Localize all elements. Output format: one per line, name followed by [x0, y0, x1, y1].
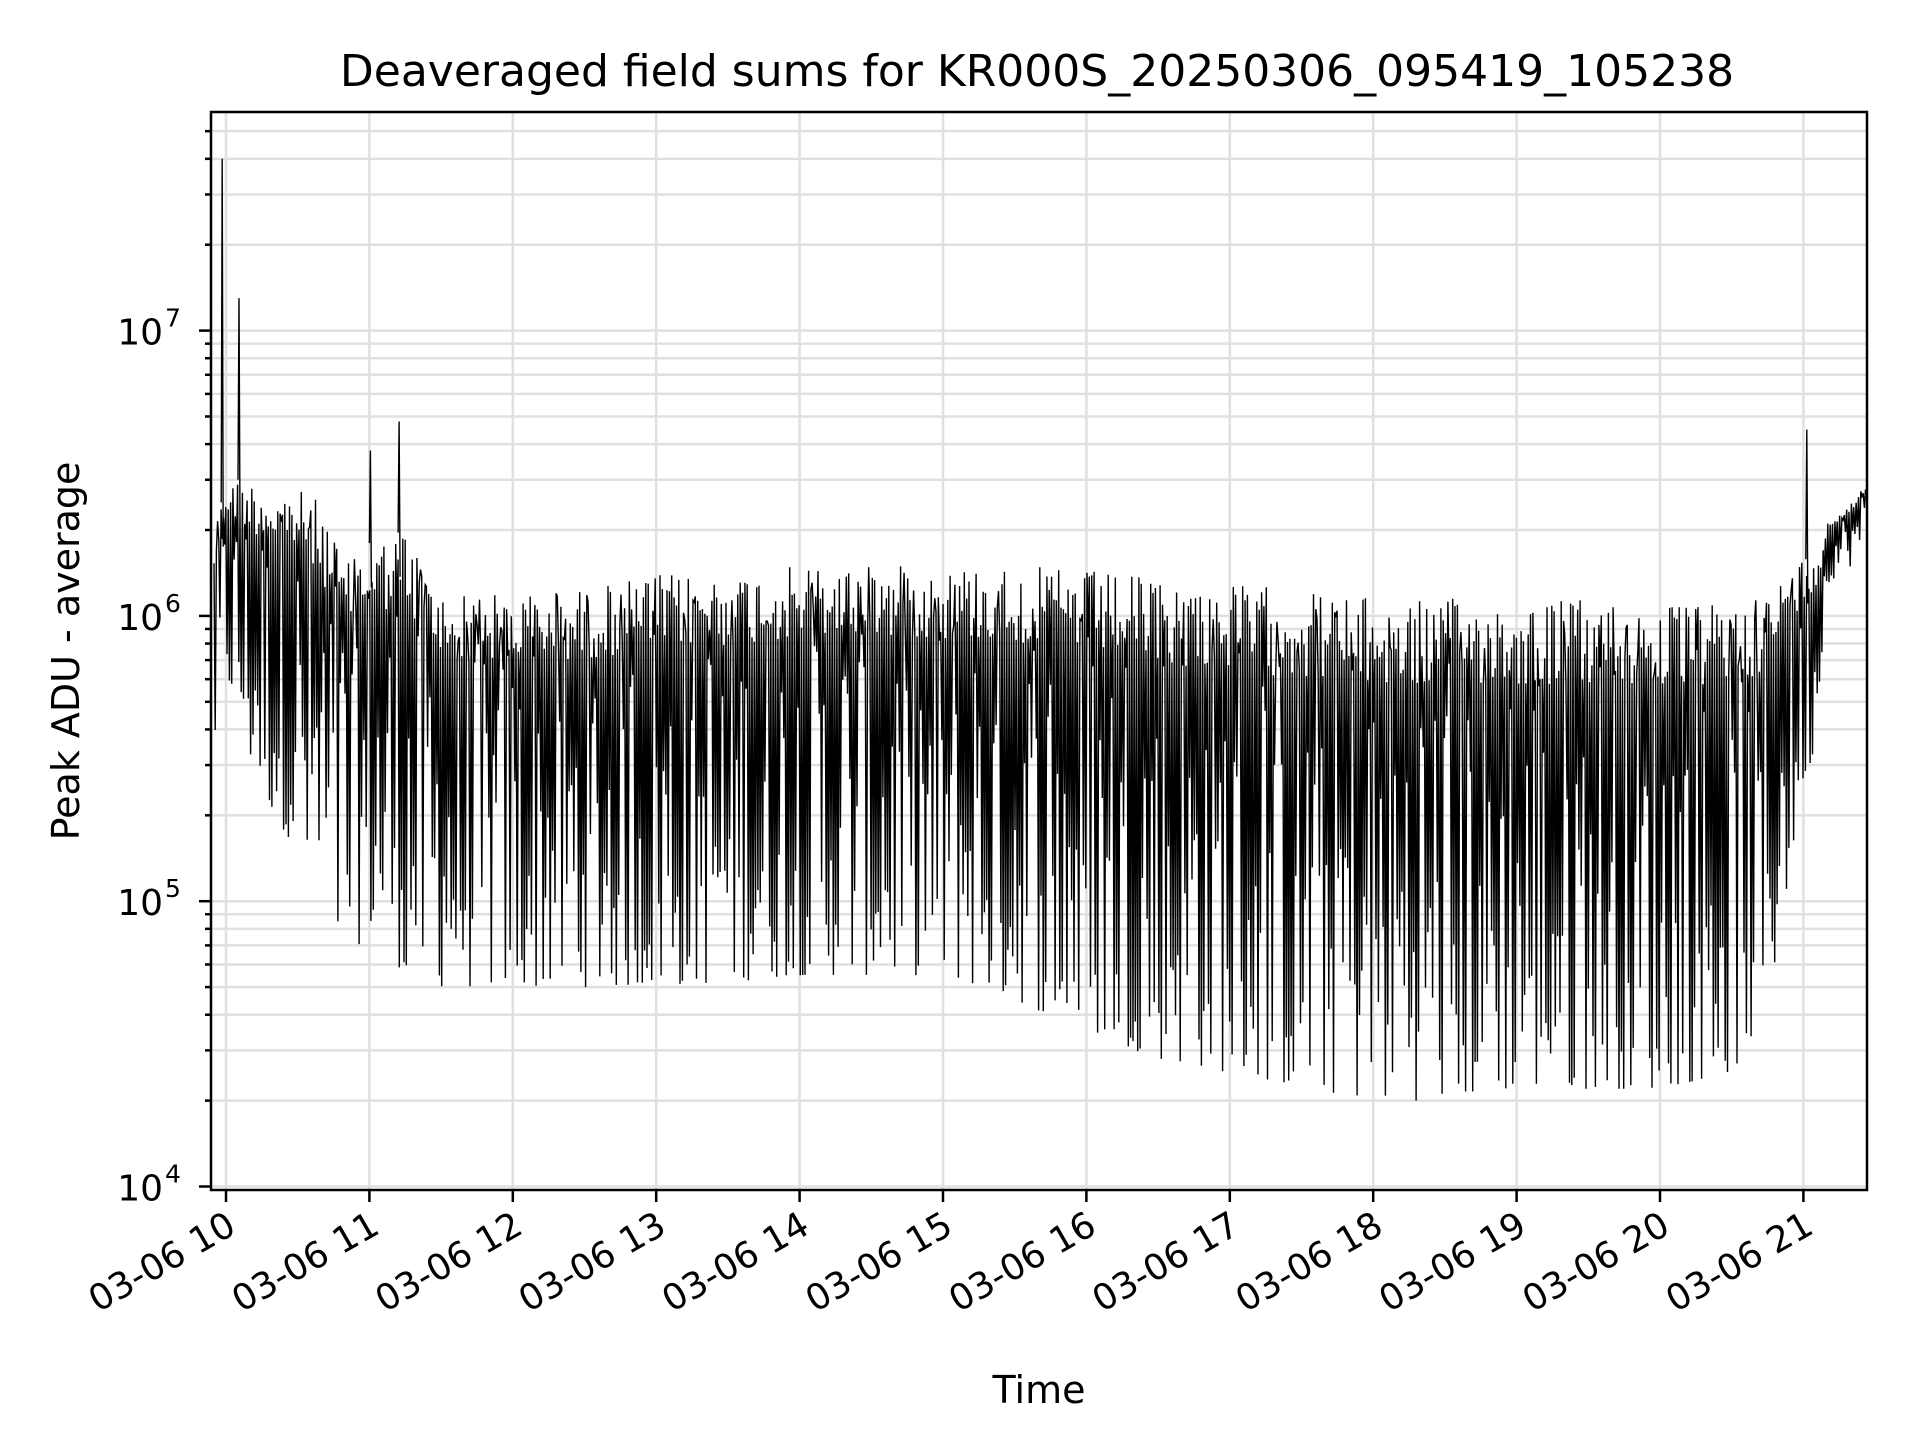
- x-tick-label: 03-06 16: [942, 1204, 1103, 1320]
- y-tick-label: 10: [117, 313, 163, 354]
- x-tick-label: 03-06 14: [655, 1204, 816, 1320]
- x-tick-label: 03-06 11: [225, 1204, 386, 1320]
- y-tick-label: 10: [117, 598, 163, 639]
- x-tick-label: 03-06 20: [1516, 1204, 1677, 1320]
- x-tick-label: 03-06 12: [369, 1204, 530, 1320]
- y-tick-label: 10: [117, 883, 163, 924]
- x-tick-label: 03-06 13: [512, 1204, 673, 1320]
- x-tick-label: 03-06 18: [1229, 1204, 1390, 1320]
- x-tick-label: 03-06 17: [1086, 1204, 1247, 1320]
- chart-title: Deaveraged field sums for KR000S_2025030…: [340, 46, 1734, 97]
- x-axis-label: Time: [992, 1368, 1086, 1412]
- y-tick-exponent: 4: [165, 1160, 181, 1189]
- series-line: [213, 158, 1867, 1101]
- x-tick-label: 03-06 19: [1372, 1204, 1533, 1320]
- plot-area: [213, 158, 1867, 1101]
- y-tick-exponent: 6: [165, 589, 181, 618]
- plot-frame: [209, 110, 1869, 1192]
- y-tick-label: 10: [117, 1169, 163, 1210]
- y-tick-exponent: 7: [165, 304, 181, 333]
- x-tick-label: 03-06 15: [799, 1204, 960, 1320]
- x-tick-label: 03-06 21: [1659, 1204, 1820, 1320]
- y-tick-exponent: 5: [165, 874, 181, 903]
- x-tick-label: 03-06 10: [82, 1204, 243, 1320]
- y-axis-label: Peak ADU - average: [44, 462, 88, 841]
